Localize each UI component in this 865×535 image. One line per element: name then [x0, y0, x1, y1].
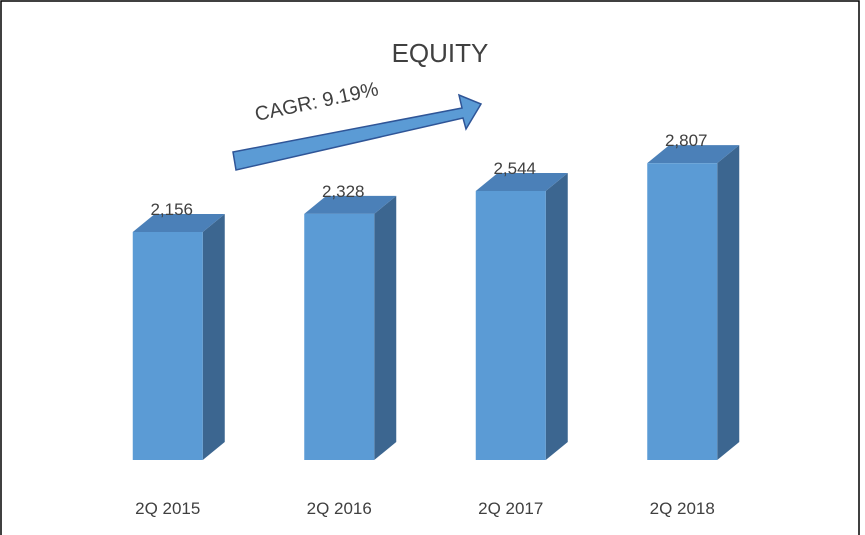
chart-title: EQUITY [392, 38, 489, 68]
bar-top [304, 195, 397, 214]
data-label: 2,544 [493, 159, 536, 178]
bar [475, 190, 546, 461]
bar-side [545, 172, 568, 461]
bar [132, 232, 203, 460]
bar [304, 213, 375, 460]
arrow-shape [232, 93, 483, 171]
x-tick-label: 2Q 2018 [650, 499, 715, 518]
x-tick-label: 2Q 2015 [135, 499, 200, 518]
bar-side [374, 195, 397, 460]
bar-side [202, 214, 225, 460]
data-label: 2,807 [665, 131, 708, 150]
bar [647, 163, 718, 461]
x-tick-label: 2Q 2016 [307, 499, 372, 518]
bar-top [647, 145, 740, 164]
data-label: 2,156 [150, 200, 193, 219]
bar-side [717, 145, 740, 461]
bar-top [132, 214, 225, 233]
bar-top [475, 172, 568, 191]
x-tick-label: 2Q 2017 [478, 499, 543, 518]
data-label: 2,328 [322, 182, 365, 201]
